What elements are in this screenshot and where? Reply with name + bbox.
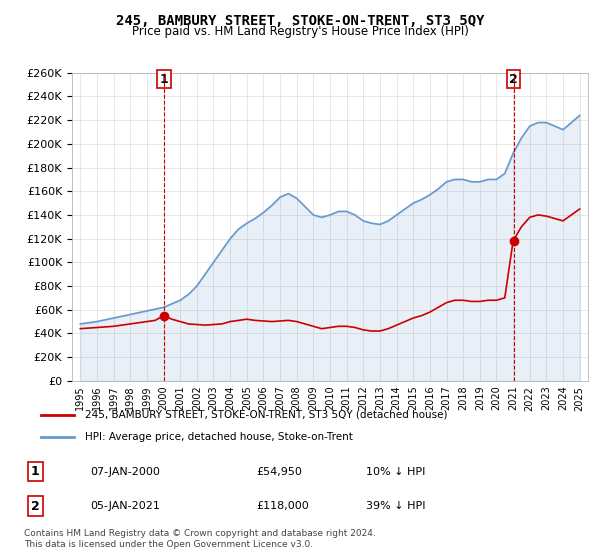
Text: £54,950: £54,950: [256, 467, 302, 477]
Text: Contains HM Land Registry data © Crown copyright and database right 2024.: Contains HM Land Registry data © Crown c…: [24, 529, 376, 538]
Text: HPI: Average price, detached house, Stoke-on-Trent: HPI: Average price, detached house, Stok…: [85, 432, 353, 442]
Text: This data is licensed under the Open Government Licence v3.0.: This data is licensed under the Open Gov…: [24, 540, 313, 549]
Text: 1: 1: [31, 465, 40, 478]
Text: 39% ↓ HPI: 39% ↓ HPI: [366, 501, 426, 511]
Text: 245, BAMBURY STREET, STOKE-ON-TRENT, ST3 5QY (detached house): 245, BAMBURY STREET, STOKE-ON-TRENT, ST3…: [85, 409, 447, 419]
Text: Price paid vs. HM Land Registry's House Price Index (HPI): Price paid vs. HM Land Registry's House …: [131, 25, 469, 38]
Text: 1: 1: [160, 73, 169, 86]
Text: £118,000: £118,000: [256, 501, 308, 511]
Text: 2: 2: [31, 500, 40, 512]
Text: 2: 2: [509, 73, 518, 86]
Text: 10% ↓ HPI: 10% ↓ HPI: [366, 467, 425, 477]
Text: 05-JAN-2021: 05-JAN-2021: [90, 501, 160, 511]
Text: 245, BAMBURY STREET, STOKE-ON-TRENT, ST3 5QY: 245, BAMBURY STREET, STOKE-ON-TRENT, ST3…: [116, 14, 484, 28]
Text: 07-JAN-2000: 07-JAN-2000: [90, 467, 160, 477]
